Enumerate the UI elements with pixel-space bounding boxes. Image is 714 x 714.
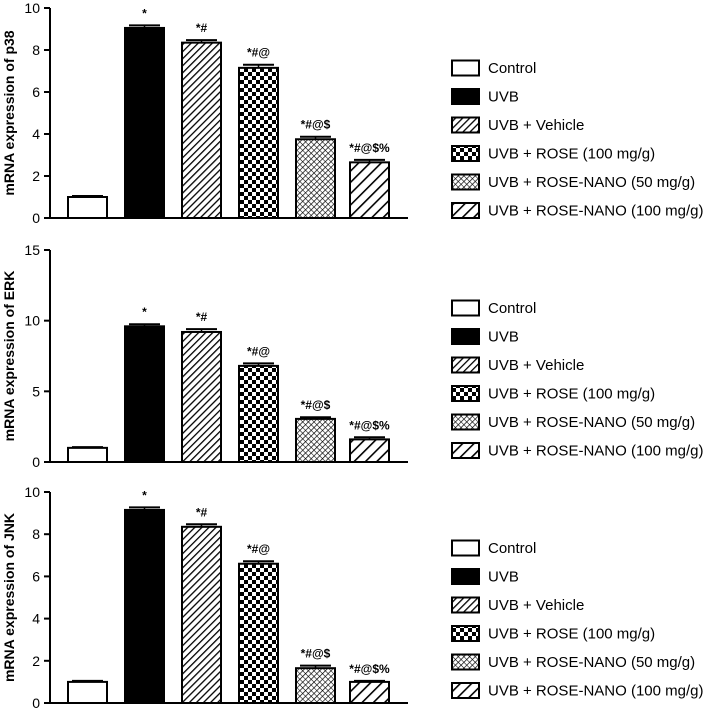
y-tick-label: 2 bbox=[32, 168, 40, 184]
significance-label: *# bbox=[196, 21, 208, 35]
y-tick-label: 6 bbox=[32, 568, 40, 584]
significance-label: *#@ bbox=[247, 542, 270, 556]
bar bbox=[124, 508, 165, 704]
legend-swatch bbox=[451, 413, 480, 431]
y-axis-title: mRNA expression of p38 bbox=[1, 30, 17, 195]
bar bbox=[67, 680, 108, 705]
significance-label: *#@$% bbox=[349, 141, 390, 155]
legend-label: UVB + ROSE-NANO (100 mg/g) bbox=[488, 683, 703, 700]
legend-label: Control bbox=[488, 300, 536, 317]
y-tick-label: 0 bbox=[32, 210, 40, 226]
y-axis-title: mRNA expression of ERK bbox=[1, 271, 17, 442]
legend-label: UVB + ROSE-NANO (50 mg/g) bbox=[488, 414, 695, 431]
legend-label: UVB + ROSE (100 mg/g) bbox=[488, 146, 655, 163]
y-axis-title: mRNA expression of JNK bbox=[1, 513, 17, 682]
legend-label: UVB + ROSE (100 mg/g) bbox=[488, 626, 655, 643]
significance-label: *#@$ bbox=[301, 398, 331, 412]
y-tick-label: 0 bbox=[32, 695, 40, 711]
y-tick-label: 6 bbox=[32, 84, 40, 100]
legend-label: Control bbox=[488, 540, 536, 557]
bar bbox=[67, 196, 108, 219]
bar bbox=[238, 66, 279, 219]
legend-swatch bbox=[451, 596, 480, 614]
bar bbox=[238, 562, 279, 704]
legend-label: UVB + ROSE-NANO (100 mg/g) bbox=[488, 443, 703, 460]
y-tick-label: 8 bbox=[32, 42, 40, 58]
y-tick-label: 10 bbox=[24, 0, 40, 16]
bar bbox=[295, 417, 336, 464]
bar bbox=[181, 41, 222, 220]
legend-swatch bbox=[451, 682, 480, 699]
legend-label: UVB + ROSE-NANO (50 mg/g) bbox=[488, 174, 695, 191]
legend-swatch bbox=[451, 442, 480, 459]
y-tick-label: 0 bbox=[32, 454, 40, 470]
bar bbox=[295, 667, 336, 704]
legend-swatch bbox=[451, 145, 480, 162]
significance-label: * bbox=[142, 488, 147, 502]
bar bbox=[181, 525, 222, 704]
significance-label: *#@$ bbox=[301, 118, 331, 132]
bar bbox=[124, 325, 165, 463]
legend-label: UVB bbox=[488, 89, 519, 106]
legend-label: UVB bbox=[488, 329, 519, 346]
legend-swatch bbox=[451, 59, 480, 77]
legend-swatch bbox=[451, 653, 480, 671]
legend-swatch bbox=[451, 356, 480, 374]
legend-label: UVB bbox=[488, 569, 519, 586]
significance-label: *# bbox=[196, 310, 208, 324]
significance-label: *# bbox=[196, 505, 208, 519]
legend-swatch bbox=[451, 625, 480, 642]
legend-label: UVB + Vehicle bbox=[488, 117, 584, 134]
legend-label: UVB + ROSE-NANO (100 mg/g) bbox=[488, 203, 703, 220]
legend-swatch bbox=[451, 116, 480, 134]
legend-label: Control bbox=[488, 60, 536, 77]
legend-swatch bbox=[451, 568, 480, 585]
y-tick-label: 15 bbox=[24, 242, 40, 258]
bar bbox=[349, 680, 390, 705]
bar bbox=[238, 364, 279, 464]
significance-label: *#@$% bbox=[349, 418, 390, 432]
legend-label: UVB + ROSE-NANO (50 mg/g) bbox=[488, 654, 695, 671]
y-tick-label: 2 bbox=[32, 653, 40, 669]
legend-label: UVB + ROSE (100 mg/g) bbox=[488, 386, 655, 403]
significance-label: *#@$% bbox=[349, 662, 390, 676]
legend-swatch bbox=[451, 173, 480, 191]
bar bbox=[295, 138, 336, 219]
legend-swatch bbox=[451, 299, 480, 317]
legend-swatch bbox=[451, 88, 480, 105]
legend-label: UVB + Vehicle bbox=[488, 597, 584, 614]
significance-label: *#@$ bbox=[301, 647, 331, 661]
y-tick-label: 10 bbox=[24, 484, 40, 500]
significance-label: *#@ bbox=[247, 344, 270, 358]
bar bbox=[181, 330, 222, 463]
legend-swatch bbox=[451, 539, 480, 557]
y-tick-label: 4 bbox=[32, 126, 40, 142]
significance-label: * bbox=[142, 6, 147, 20]
bar bbox=[349, 161, 390, 220]
legend-swatch bbox=[451, 202, 480, 219]
legend-swatch bbox=[451, 385, 480, 402]
y-tick-label: 4 bbox=[32, 611, 40, 627]
bar bbox=[349, 438, 390, 463]
significance-label: *#@ bbox=[247, 46, 270, 60]
legend-label: UVB + Vehicle bbox=[488, 357, 584, 374]
bar bbox=[124, 26, 165, 220]
y-tick-label: 10 bbox=[24, 313, 40, 329]
bar bbox=[67, 446, 108, 464]
legend-swatch bbox=[451, 328, 480, 345]
y-tick-label: 5 bbox=[32, 383, 40, 399]
y-tick-label: 8 bbox=[32, 526, 40, 542]
significance-label: * bbox=[142, 305, 147, 319]
